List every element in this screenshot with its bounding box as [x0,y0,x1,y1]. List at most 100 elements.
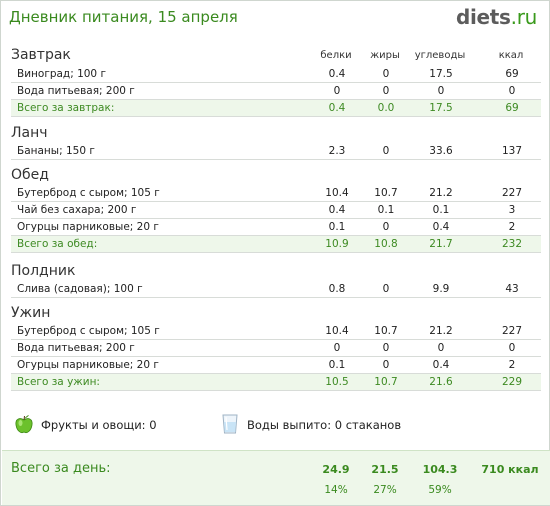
food-name: Огурцы парниковые; 20 г [17,359,159,371]
total-label: Всего за завтрак: [17,102,115,114]
meal-total-row: Всего за завтрак: 0.4 0.0 17.5 69 [11,100,541,117]
carbs-value: 21.2 [429,325,453,337]
protein-value: 0.1 [328,221,346,233]
meal-title-lunch: Ланч [11,125,48,141]
fat-value: 10.7 [374,187,398,199]
day-protein-percent: 14% [324,484,348,496]
meal-title-supper: Ужин [11,305,51,321]
fat-value: 0 [382,221,390,233]
protein-value: 10.4 [325,187,349,199]
carbs-total: 17.5 [429,102,453,114]
carbs-value: 0.4 [432,359,450,371]
protein-value: 0.4 [328,68,346,80]
fat-value: 0 [382,68,390,80]
fat-value: 0 [382,342,390,354]
carbs-value: 0.4 [432,221,450,233]
day-total-label: Всего за день: [11,461,111,476]
kcal-value: 2 [508,221,516,233]
protein-value: 0.4 [328,204,346,216]
fat-value: 0 [382,283,390,295]
header: Дневник питания, 15 апреля diets.ru [1,1,549,35]
fat-value: 0 [382,359,390,371]
carbs-value: 0.1 [432,204,450,216]
day-fat-percent: 27% [373,484,397,496]
food-name: Вода питьевая; 200 г [17,85,135,97]
protein-value: 0 [333,342,341,354]
fat-total: 0.0 [377,102,395,114]
column-header-carbs: углеводы [414,50,466,61]
meal-title-breakfast: Завтрак [11,47,71,63]
fat-total: 10.7 [374,376,398,388]
food-name: Чай без сахара; 200 г [17,204,137,216]
table-row: Слива (садовая); 100 г 0.8 0 9.9 43 [11,281,541,298]
logo-domain: .ru [510,5,538,29]
table-row: Огурцы парниковые; 20 г 0.1 0 0.4 2 [11,219,541,236]
total-label: Всего за ужин: [17,376,100,388]
protein-total: 10.9 [325,238,349,250]
food-name: Слива (садовая); 100 г [17,283,143,295]
carbs-value: 9.9 [432,283,450,295]
kcal-value: 2 [508,359,516,371]
day-kcal: 710 ккал [481,463,539,476]
water-glass-icon [222,414,238,434]
food-name: Бутерброд с сыром; 105 г [17,187,160,199]
food-name: Бутерброд с сыром; 105 г [17,325,160,337]
kcal-value: 227 [501,187,523,199]
protein-value: 0 [333,85,341,97]
protein-value: 2.3 [328,145,346,157]
table-row: Виноград; 100 г 0.4 0 17.5 69 [11,66,541,83]
water-count: Воды выпито: 0 стаканов [247,418,402,432]
kcal-value: 0 [508,85,516,97]
kcal-value: 3 [508,204,516,216]
protein-value: 0.8 [328,283,346,295]
protein-total: 10.5 [325,376,349,388]
day-carbs-percent: 59% [428,484,452,496]
food-name: Виноград; 100 г [17,68,106,80]
table-row: Вода питьевая; 200 г 0 0 0 0 [11,340,541,357]
protein-value: 10.4 [325,325,349,337]
fruit-veg-count: Фрукты и овощи: 0 [41,418,157,432]
table-row: Бутерброд с сыром; 105 г 10.4 10.7 21.2 … [11,185,541,202]
logo-main: diets [455,5,511,29]
table-row: Чай без сахара; 200 г 0.4 0.1 0.1 3 [11,202,541,219]
meal-total-row: Всего за ужин: 10.5 10.7 21.6 229 [11,374,541,391]
column-header-kcal: ккал [498,50,524,61]
page-title: Дневник питания, 15 апреля [9,8,238,26]
kcal-total: 69 [505,102,519,114]
day-fat: 21.5 [371,463,399,476]
meal-title-snack: Полдник [11,263,76,279]
table-row: Бананы; 150 г 2.3 0 33.6 137 [11,143,541,160]
column-header-fat: жиры [370,50,400,61]
protein-value: 0.1 [328,359,346,371]
column-header-protein: белки [320,50,352,61]
carbs-value: 33.6 [429,145,453,157]
food-name: Бананы; 150 г [17,145,95,157]
fat-value: 0 [382,85,390,97]
kcal-value: 227 [501,325,523,337]
fat-value: 0.1 [377,204,395,216]
total-label: Всего за обед: [17,238,98,250]
apple-icon [15,415,33,433]
fat-total: 10.8 [374,238,398,250]
fat-value: 0 [382,145,390,157]
meal-total-row: Всего за обед: 10.9 10.8 21.7 232 [11,236,541,253]
food-name: Огурцы парниковые; 20 г [17,221,159,233]
extras-bar: Фрукты и овощи: 0 Воды выпито: 0 стакано… [11,411,541,439]
carbs-value: 0 [437,342,445,354]
kcal-total: 229 [501,376,523,388]
day-carbs: 104.3 [422,463,458,476]
carbs-value: 17.5 [429,68,453,80]
kcal-value: 0 [508,342,516,354]
table-row: Бутерброд с сыром; 105 г 10.4 10.7 21.2 … [11,323,541,340]
carbs-value: 0 [437,85,445,97]
kcal-value: 137 [501,145,523,157]
carbs-total: 21.7 [429,238,453,250]
day-total-panel: Всего за день: 24.9 21.5 104.3 710 ккал … [2,450,550,505]
table-row: Вода питьевая; 200 г 0 0 0 0 [11,83,541,100]
diets-logo[interactable]: diets.ru [456,5,537,29]
fat-value: 10.7 [374,325,398,337]
kcal-value: 69 [505,68,519,80]
meal-title-dinner: Обед [11,167,49,183]
carbs-value: 21.2 [429,187,453,199]
day-protein: 24.9 [322,463,350,476]
